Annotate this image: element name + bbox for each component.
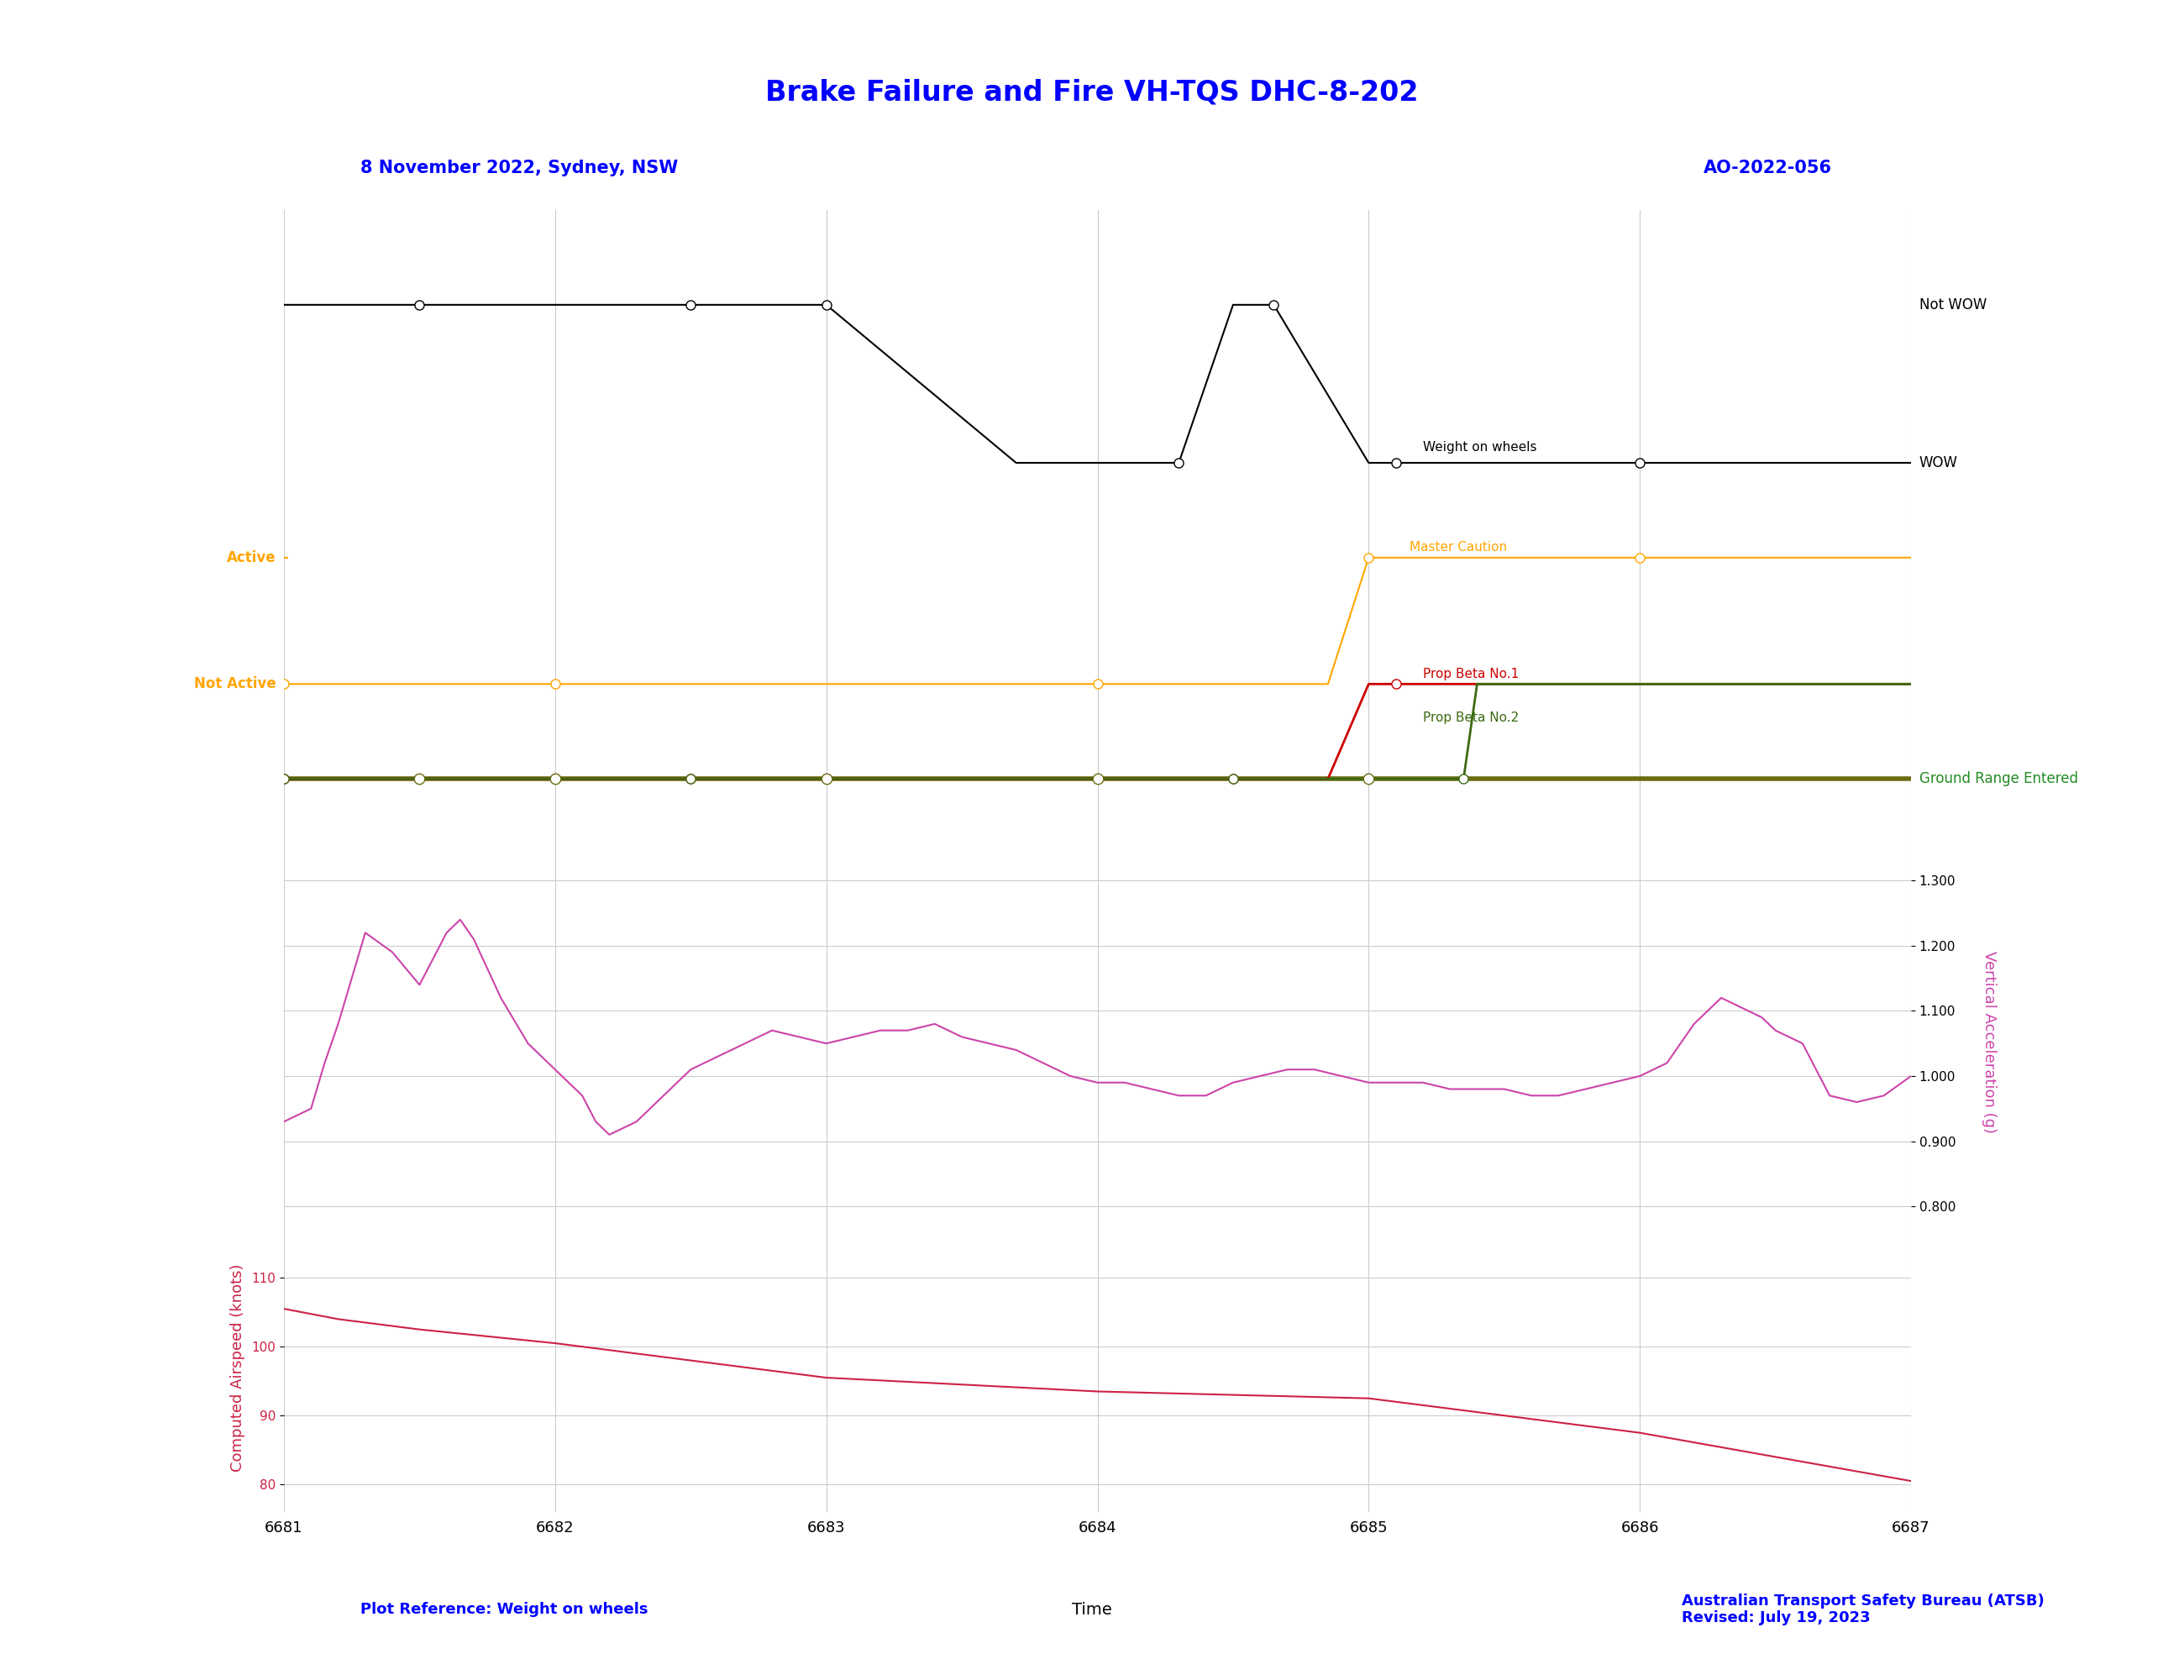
Text: WOW: WOW xyxy=(1920,455,1957,470)
Text: Plot Reference: Weight on wheels: Plot Reference: Weight on wheels xyxy=(360,1603,649,1616)
Text: Time: Time xyxy=(1072,1601,1112,1618)
Y-axis label: Vertical Acceleration (g): Vertical Acceleration (g) xyxy=(1981,951,1996,1132)
Text: 8 November 2022, Sydney, NSW: 8 November 2022, Sydney, NSW xyxy=(360,160,677,176)
Text: Weight on wheels: Weight on wheels xyxy=(1422,440,1538,454)
Text: Active: Active xyxy=(227,549,275,564)
Text: Not WOW: Not WOW xyxy=(1920,297,1987,312)
Text: AO-2022-056: AO-2022-056 xyxy=(1704,160,1832,176)
Text: Master Caution: Master Caution xyxy=(1409,541,1507,554)
Text: Australian Transport Safety Bureau (ATSB)
Revised: July 19, 2023: Australian Transport Safety Bureau (ATSB… xyxy=(1682,1593,2044,1626)
Y-axis label: Computed Airspeed (knots): Computed Airspeed (knots) xyxy=(232,1263,245,1472)
Text: Brake Failure and Fire VH-TQS DHC-8-202: Brake Failure and Fire VH-TQS DHC-8-202 xyxy=(764,79,1420,106)
Text: Ground Range Entered: Ground Range Entered xyxy=(1920,771,2077,786)
Text: Prop Beta No.2: Prop Beta No.2 xyxy=(1422,712,1518,724)
Text: Prop Beta No.1: Prop Beta No.1 xyxy=(1422,667,1518,680)
Text: Not Active: Not Active xyxy=(194,677,275,692)
